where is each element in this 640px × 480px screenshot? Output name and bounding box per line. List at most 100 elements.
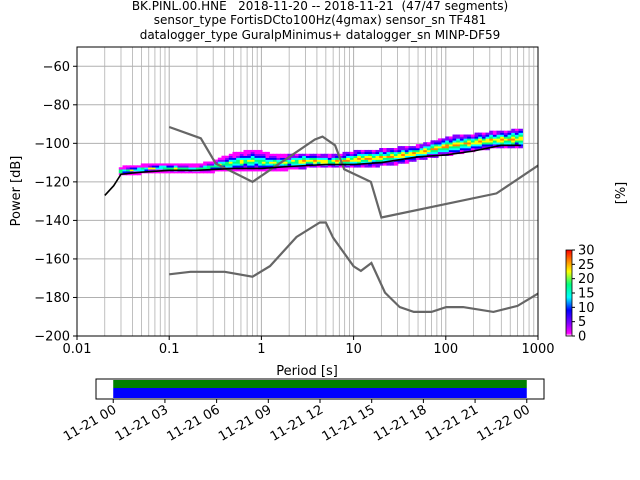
psd-cell: [368, 155, 373, 158]
psd-cell: [478, 132, 483, 135]
psd-cell: [360, 159, 366, 162]
psd-cell: [393, 151, 399, 155]
psd-cell: [474, 136, 479, 139]
psd-cell: [199, 171, 204, 174]
psd-cell: [346, 157, 351, 160]
psd-cell: [291, 157, 296, 160]
psd-cell: [236, 161, 241, 164]
colorbar-tick-label: 10: [578, 301, 595, 316]
coverage-tick-label: 11-21 21: [423, 402, 481, 444]
y-tick-label: −160: [34, 252, 70, 267]
psd-cell: [393, 155, 399, 158]
psd-cell: [419, 144, 424, 147]
psd-cell: [258, 157, 263, 160]
psd-cell: [331, 165, 336, 168]
psd-cell: [397, 149, 402, 153]
psd-cell: [371, 163, 377, 166]
psd-cell: [518, 140, 523, 143]
psd-cell: [459, 142, 465, 145]
psd-cell: [415, 149, 421, 153]
psd-cell: [456, 136, 461, 139]
psd-cell: [335, 159, 340, 162]
psd-cell: [346, 155, 351, 158]
psd-cell: [507, 130, 512, 133]
psd-cell: [459, 148, 465, 151]
psd-cell: [467, 136, 472, 139]
psd-cell: [269, 155, 274, 158]
psd-cell: [500, 146, 505, 149]
psd-cell: [386, 151, 391, 155]
psd-cell: [368, 163, 373, 166]
psd-cell: [437, 151, 443, 155]
psd-cell: [276, 161, 281, 164]
psd-cell: [346, 165, 351, 168]
psd-cell: [342, 153, 347, 156]
psd-cell: [441, 140, 446, 143]
psd-cell: [280, 153, 285, 156]
psd-cell: [335, 153, 340, 156]
psd-cell: [448, 144, 454, 147]
psd-cell: [518, 146, 523, 149]
grid-lines: [76, 47, 538, 337]
psd-cell: [173, 167, 179, 170]
psd-cell: [360, 161, 366, 164]
psd-cell: [151, 167, 157, 170]
psd-cell: [353, 157, 358, 160]
psd-cell: [470, 144, 476, 147]
psd-cell: [423, 157, 428, 160]
psd-cell: [276, 157, 281, 160]
psd-cell: [349, 153, 355, 156]
psd-cell: [144, 165, 149, 168]
psd-cell: [382, 155, 388, 158]
psd-cell: [441, 149, 446, 153]
psd-cell: [456, 142, 461, 145]
psd-cell: [203, 161, 208, 164]
psd-cell: [514, 146, 520, 149]
psd-cell: [188, 163, 193, 166]
psd-cell: [331, 153, 336, 156]
coverage-bars: [113, 380, 527, 398]
psd-cell: [181, 165, 186, 168]
psd-cell: [221, 169, 226, 172]
psd-cell: [412, 153, 417, 156]
psd-cell: [463, 136, 468, 139]
psd-cell: [452, 134, 457, 137]
colorbar-tick-label: 25: [578, 258, 595, 273]
psd-cell: [430, 144, 435, 147]
psd-cell: [254, 151, 259, 155]
psd-cell: [467, 134, 472, 137]
coverage-bar: [113, 380, 527, 388]
psd-cell: [214, 165, 219, 168]
psd-cell: [470, 134, 476, 137]
psd-cell: [503, 136, 509, 139]
psd-cell: [258, 153, 263, 156]
psd-cell: [415, 157, 421, 160]
psd-cell: [269, 159, 274, 162]
psd-cell: [452, 136, 457, 139]
psd-cell: [503, 130, 509, 133]
psd-cell: [346, 153, 351, 156]
psd-cell: [247, 159, 252, 162]
psd-cell: [478, 140, 483, 143]
psd-cell: [459, 144, 465, 147]
psd-cell: [232, 155, 237, 158]
psd-cell: [243, 153, 248, 156]
psd-cell: [221, 157, 226, 160]
psd-cell: [338, 153, 344, 156]
psd-cell: [445, 140, 450, 143]
psd-cell: [126, 171, 131, 174]
psd-cell: [188, 171, 193, 174]
x-tick-label: 0.01: [63, 342, 92, 357]
psd-cell: [173, 163, 179, 166]
psd-cell: [342, 161, 347, 164]
psd-cell: [151, 171, 157, 174]
psd-cell: [302, 155, 307, 158]
psd-cell: [272, 153, 278, 156]
x-tick-label: 1000: [521, 342, 554, 357]
psd-cell: [393, 149, 399, 153]
psd-cell: [269, 161, 274, 164]
psd-cell: [243, 149, 248, 153]
psd-cell: [283, 159, 289, 162]
psd-cell: [232, 163, 237, 166]
psd-cell: [368, 159, 373, 162]
